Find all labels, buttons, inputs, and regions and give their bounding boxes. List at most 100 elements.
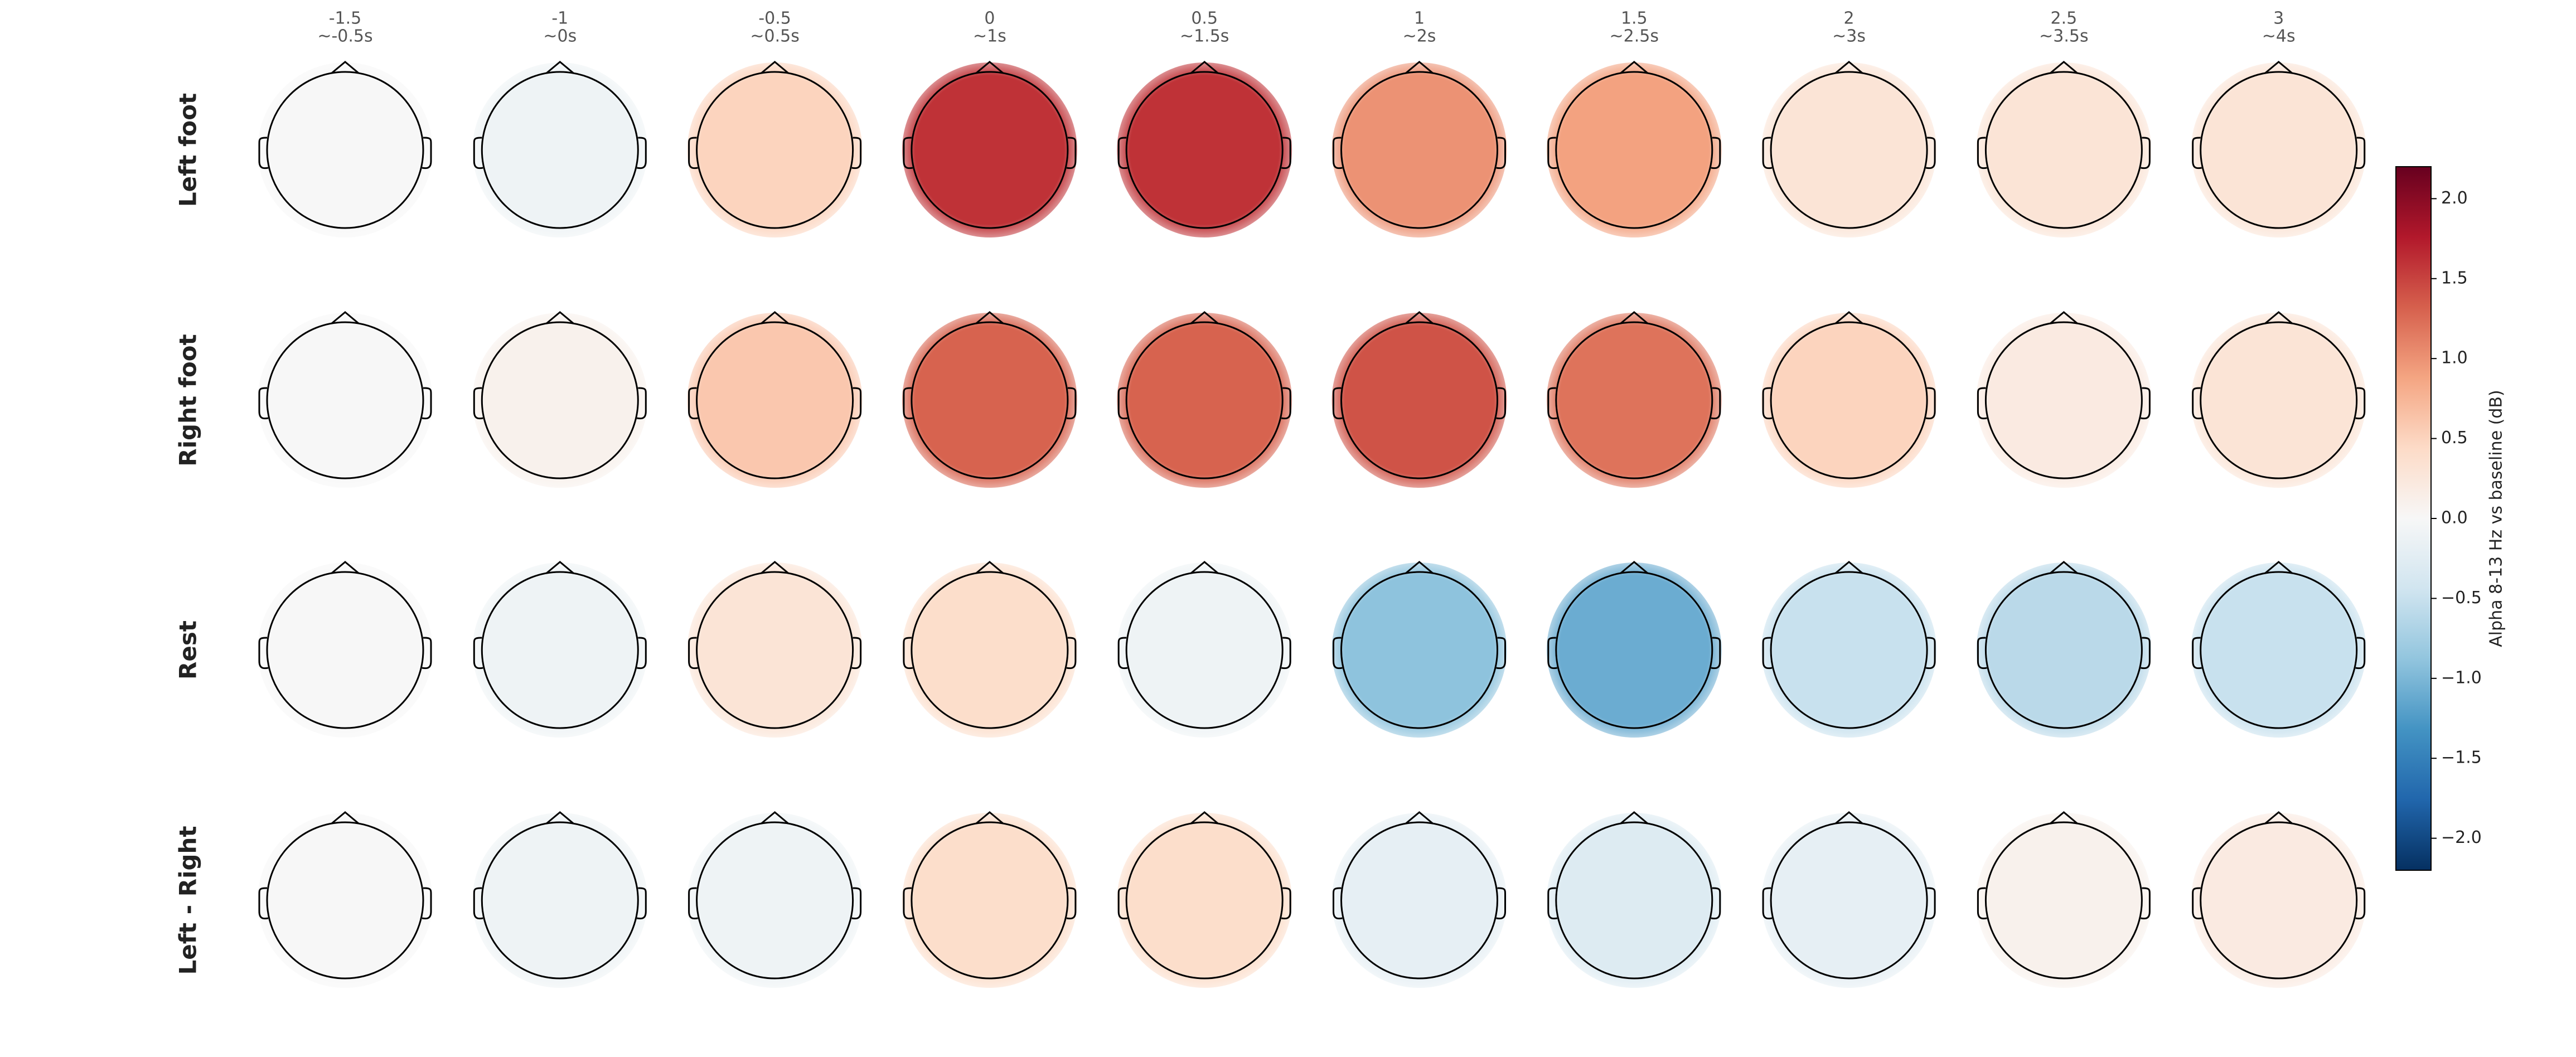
nose	[1190, 311, 1219, 324]
nose	[331, 61, 359, 74]
nose	[1190, 61, 1219, 74]
row-label: Right foot	[175, 334, 202, 466]
colorbar-label: Alpha 8-13 Hz vs baseline (dB)	[2487, 390, 2506, 647]
nose	[331, 561, 359, 574]
ear	[637, 637, 647, 670]
head-outline	[1340, 821, 1498, 980]
ear	[1496, 887, 1506, 920]
ear	[422, 637, 432, 670]
ear	[1762, 887, 1773, 920]
nose	[546, 561, 574, 574]
ear	[1711, 387, 1721, 420]
head-outline	[1125, 571, 1284, 729]
column-time: -1.5	[329, 9, 362, 28]
nose	[761, 811, 789, 825]
head-outline	[1340, 321, 1498, 479]
topomap	[1546, 813, 1722, 988]
ear	[1281, 387, 1291, 420]
ear	[1711, 637, 1721, 670]
ear	[851, 387, 862, 420]
ear	[2141, 887, 2151, 920]
ear	[1977, 637, 1987, 670]
nose	[1835, 811, 1863, 825]
column-label: ~1s	[973, 27, 1006, 46]
ear	[1762, 637, 1773, 670]
nose	[1620, 811, 1648, 825]
row-label: Left - Right	[175, 826, 202, 974]
ear	[1925, 637, 1936, 670]
ear	[473, 137, 483, 169]
column-label: ~0s	[543, 27, 577, 46]
column-time: 3	[2273, 9, 2284, 28]
ear	[2192, 137, 2202, 169]
ear	[851, 887, 862, 920]
topomap	[1761, 62, 1937, 237]
ear	[1762, 387, 1773, 420]
head-outline	[1340, 571, 1498, 729]
topomap	[2191, 313, 2366, 488]
ear	[1066, 137, 1077, 169]
topomap	[902, 62, 1077, 237]
nose	[761, 61, 789, 74]
head-outline	[1555, 571, 1713, 729]
ear	[1117, 887, 1128, 920]
ear	[637, 887, 647, 920]
nose	[761, 311, 789, 324]
ear	[1977, 387, 1987, 420]
column-time: 2	[1844, 9, 1854, 28]
ear	[1281, 887, 1291, 920]
ear	[422, 387, 432, 420]
column-label: ~3s	[1832, 27, 1866, 46]
ear	[2355, 887, 2366, 920]
ear	[258, 637, 269, 670]
nose	[2264, 61, 2293, 74]
topomap	[472, 563, 648, 738]
ear	[688, 637, 698, 670]
topomap	[472, 313, 648, 488]
ear	[258, 387, 269, 420]
head-outline	[696, 571, 854, 729]
topomap	[258, 813, 433, 988]
column-label: ~1.5s	[1180, 27, 1229, 46]
column-time: 0.5	[1191, 9, 1218, 28]
head-outline	[911, 71, 1069, 229]
colorbar-tick-label: −2.0	[2441, 828, 2482, 847]
head-outline	[1125, 321, 1284, 479]
head-outline	[2200, 571, 2358, 729]
head-outline	[911, 821, 1069, 980]
head-outline	[696, 821, 854, 980]
ear	[688, 137, 698, 169]
ear	[473, 387, 483, 420]
head-outline	[481, 321, 639, 479]
topomap	[1117, 62, 1292, 237]
ear	[1496, 637, 1506, 670]
colorbar	[2395, 166, 2432, 871]
head-outline	[266, 321, 424, 479]
ear	[2355, 387, 2366, 420]
column-time: -0.5	[758, 9, 791, 28]
head-outline	[1555, 321, 1713, 479]
ear	[1925, 387, 1936, 420]
ear	[422, 887, 432, 920]
head-outline	[696, 71, 854, 229]
topomap	[902, 563, 1077, 738]
nose	[2264, 311, 2293, 324]
ear	[1066, 637, 1077, 670]
nose	[1405, 61, 1434, 74]
row-label: Rest	[175, 620, 202, 680]
ear	[2192, 887, 2202, 920]
topomap	[1331, 62, 1507, 237]
topomap	[1117, 813, 1292, 988]
topomap	[1117, 563, 1292, 738]
topomap	[2191, 563, 2366, 738]
row-label: Left foot	[175, 93, 202, 207]
head-outline	[1984, 821, 2143, 980]
colorbar-tick-label: 1.0	[2441, 348, 2468, 368]
nose	[2050, 311, 2078, 324]
head-outline	[481, 571, 639, 729]
ear	[1333, 637, 1343, 670]
ear	[1333, 887, 1343, 920]
ear	[688, 387, 698, 420]
ear	[1496, 387, 1506, 420]
